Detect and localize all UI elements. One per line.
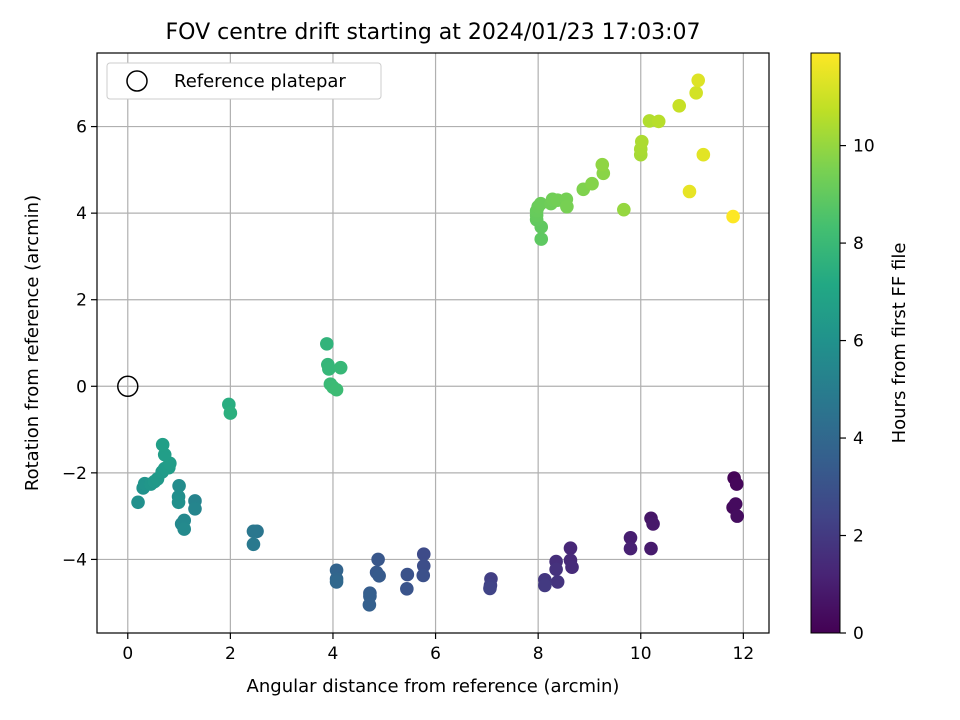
- colorbar: 0 2 4 6 8 10 Hours from first FF file: [810, 52, 910, 644]
- y-tick-label: −4: [62, 550, 87, 570]
- y-tick-label: 0: [76, 377, 87, 397]
- colorbar-tick-label: 10: [853, 137, 875, 157]
- scatter-point: [416, 568, 431, 583]
- scatter-point: [689, 86, 703, 100]
- scatter-point: [371, 552, 385, 567]
- x-tick-label: 6: [430, 644, 441, 664]
- scatter-point: [560, 199, 574, 214]
- scatter-point: [696, 147, 711, 162]
- scatter-point: [177, 522, 192, 536]
- scatter-point: [595, 157, 610, 172]
- legend-reference-marker: [126, 70, 148, 92]
- scatter-point: [651, 114, 666, 129]
- scatter-point: [691, 73, 706, 88]
- scatter-point: [550, 575, 565, 589]
- scatter-point: [172, 479, 186, 493]
- chart-title: FOV centre drift starting at 2024/01/23 …: [166, 20, 701, 45]
- scatter-point: [726, 209, 740, 224]
- scatter-point: [585, 176, 599, 191]
- y-tick-label: 4: [76, 204, 87, 224]
- scatter-point: [362, 598, 377, 612]
- scatter-points: [131, 73, 744, 612]
- legend-box: [106, 62, 382, 100]
- scatter-point: [682, 184, 697, 199]
- reference-platepar-marker: [117, 375, 139, 398]
- scatter-point: [400, 582, 414, 596]
- colorbar-tick-label: 2: [853, 527, 864, 547]
- scatter-point: [416, 547, 431, 562]
- legend-entry-reference: Reference platepar: [174, 71, 346, 92]
- scatter-point: [223, 406, 238, 420]
- scatter-point: [634, 134, 649, 149]
- scatter-point: [400, 567, 415, 582]
- scatter-point: [188, 501, 202, 516]
- colorbar-label: Hours from first FF file: [889, 243, 910, 444]
- scatter-point: [171, 495, 186, 510]
- x-tick-label: 12: [733, 644, 755, 664]
- y-tick-label: 2: [76, 291, 87, 311]
- y-tick-label: 6: [76, 118, 87, 138]
- scatter-point: [646, 517, 660, 531]
- y-tick-label: −2: [62, 464, 87, 484]
- scatter-point: [563, 541, 578, 555]
- scatter-point: [538, 578, 552, 593]
- scatter-point: [728, 497, 743, 511]
- scatter-point: [672, 99, 687, 113]
- colorbar-tick-label: 6: [853, 332, 864, 352]
- scatter-point: [730, 509, 744, 523]
- scatter-point: [372, 569, 386, 583]
- scatter-point: [534, 232, 549, 246]
- x-tick-label: 0: [122, 644, 133, 664]
- x-tick-label: 2: [225, 644, 236, 664]
- scatter-point: [565, 560, 579, 575]
- colorbar-tick-label: 8: [853, 234, 864, 254]
- colorbar-tick-label: 4: [853, 429, 864, 449]
- scatter-point: [623, 541, 638, 556]
- scatter-point: [483, 581, 497, 596]
- legend: Reference platepar: [106, 62, 382, 100]
- scatter-point: [322, 362, 336, 376]
- scatter-point: [644, 541, 658, 556]
- scatter-point: [131, 495, 145, 510]
- scatter-point: [549, 562, 563, 577]
- x-axis-label: Angular distance from reference (arcmin): [247, 676, 620, 697]
- scatter-point: [246, 537, 261, 552]
- x-axis-ticks: 0 2 4 6 8 10 12: [122, 633, 754, 664]
- colorbar-tick-label: 0: [853, 624, 864, 644]
- scatter-point: [623, 530, 638, 545]
- scatter-point: [729, 477, 744, 491]
- scatter-point: [155, 437, 170, 452]
- scatter-point: [329, 382, 344, 397]
- scatter-point: [246, 524, 261, 539]
- scatter-point: [333, 360, 348, 375]
- scatter-point: [329, 575, 344, 589]
- plot-frame: [96, 52, 770, 634]
- colorbar-gradient: [810, 52, 841, 634]
- scatter-point: [617, 202, 631, 217]
- scatter-point: [533, 196, 548, 211]
- reference-marker-layer: [117, 375, 139, 398]
- scatter-point: [320, 337, 334, 351]
- x-tick-label: 10: [630, 644, 652, 664]
- colorbar-ticks: 0 2 4 6 8 10: [840, 137, 875, 644]
- x-tick-label: 8: [533, 644, 544, 664]
- x-tick-label: 4: [328, 644, 339, 664]
- y-axis-label: Rotation from reference (arcmin): [22, 195, 43, 491]
- y-axis-ticks: −4 −2 0 2 4 6: [62, 118, 97, 570]
